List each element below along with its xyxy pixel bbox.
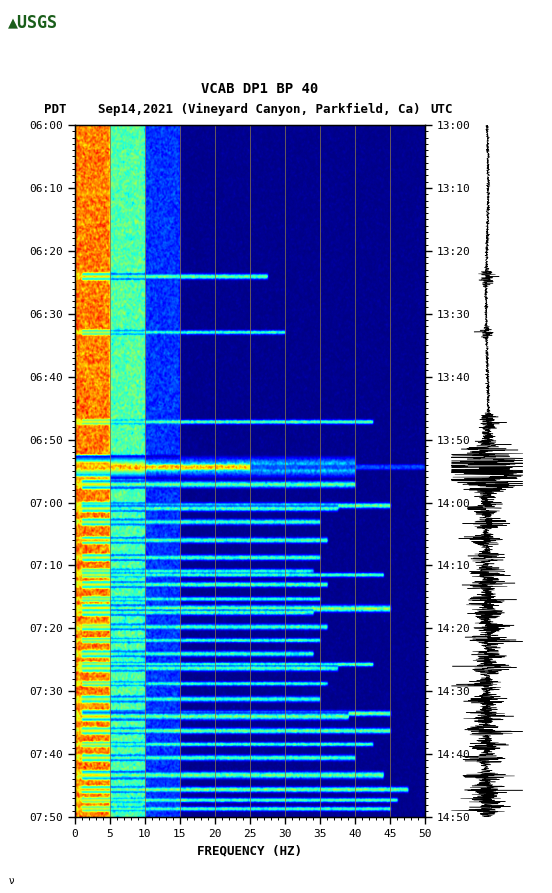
Text: UTC: UTC xyxy=(431,103,453,116)
Text: Sep14,2021 (Vineyard Canyon, Parkfield, Ca): Sep14,2021 (Vineyard Canyon, Parkfield, … xyxy=(98,103,421,116)
Text: ν: ν xyxy=(8,876,14,886)
Text: VCAB DP1 BP 40: VCAB DP1 BP 40 xyxy=(201,82,318,96)
Text: ▲USGS: ▲USGS xyxy=(8,13,59,31)
X-axis label: FREQUENCY (HZ): FREQUENCY (HZ) xyxy=(197,845,302,857)
Text: PDT: PDT xyxy=(44,103,67,116)
